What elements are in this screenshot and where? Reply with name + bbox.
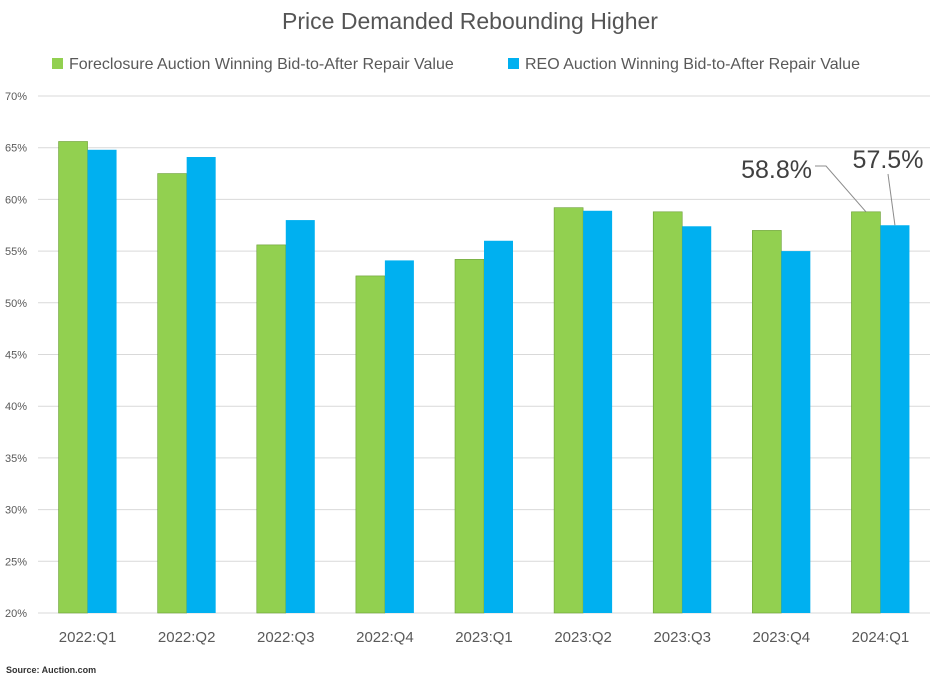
legend: Foreclosure Auction Winning Bid-to-After… xyxy=(52,56,860,73)
annotations: 58.8% 57.5% xyxy=(741,146,924,226)
annotation-leader-line xyxy=(815,165,867,213)
bar-foreclosure-2022-q1 xyxy=(58,141,88,614)
bar-foreclosure-2022-q4 xyxy=(355,275,386,614)
y-tick-label: 70% xyxy=(5,91,27,103)
bar-reo-2023-q3 xyxy=(682,226,712,613)
bar-foreclosure-2022-q3 xyxy=(256,244,287,614)
y-tick-label: 25% xyxy=(5,556,27,568)
x-axis-ticks: 2022:Q1 2022:Q2 2022:Q3 2022:Q4 2023:Q1 2023:… xyxy=(59,629,909,646)
data-label-annotation: 57.5% xyxy=(853,146,924,174)
legend-label: Foreclosure Auction Winning Bid-to-After… xyxy=(69,56,454,73)
legend-swatch xyxy=(52,58,63,69)
data-label-annotation: 58.8% xyxy=(741,156,812,184)
x-tick-label: 2022:Q3 xyxy=(257,629,315,646)
y-axis-ticks: 20% 25% 30% 35% 40% 45% 50% 55% 60% 65% 70% xyxy=(5,91,27,620)
y-tick-label: 30% xyxy=(5,505,27,517)
y-tick-label: 65% xyxy=(5,143,27,155)
bar-foreclosure-2023-q3 xyxy=(652,211,683,614)
y-tick-label: 50% xyxy=(5,298,27,310)
bar-reo-2023-q4 xyxy=(781,251,811,613)
legend-label: REO Auction Winning Bid-to-After Repair … xyxy=(525,56,860,73)
bars xyxy=(58,141,910,614)
bar-reo-2024-q1 xyxy=(880,225,910,613)
bar-foreclosure-2023-q2 xyxy=(553,207,584,614)
x-tick-label: 2022:Q2 xyxy=(158,629,216,646)
y-tick-label: 40% xyxy=(5,401,27,413)
y-tick-label: 45% xyxy=(5,350,27,362)
bar-reo-2023-q1 xyxy=(484,240,513,613)
annotation-leader-line xyxy=(887,173,896,226)
x-tick-label: 2022:Q1 xyxy=(59,629,117,646)
bar-reo-2022-q3 xyxy=(285,220,315,613)
x-tick-label: 2024:Q1 xyxy=(852,629,910,646)
x-tick-label: 2023:Q1 xyxy=(455,629,513,646)
bar-reo-2022-q2 xyxy=(186,157,216,614)
x-tick-label: 2023:Q3 xyxy=(653,629,711,646)
x-tick-label: 2023:Q4 xyxy=(753,629,811,646)
bar-reo-2022-q1 xyxy=(87,149,117,613)
x-tick-label: 2023:Q2 xyxy=(554,629,612,646)
y-tick-label: 35% xyxy=(5,453,27,465)
y-tick-label: 20% xyxy=(5,608,27,620)
y-tick-label: 60% xyxy=(5,194,27,206)
bar-foreclosure-2022-q2 xyxy=(157,173,187,614)
bar-reo-2022-q4 xyxy=(384,260,414,613)
y-tick-label: 55% xyxy=(5,246,27,258)
bar-foreclosure-2023-q1 xyxy=(454,259,485,614)
legend-swatch xyxy=(508,58,519,69)
bar-reo-2023-q2 xyxy=(583,210,613,614)
source-note: Source: Auction.com xyxy=(6,665,97,675)
bar-foreclosure-2023-q4 xyxy=(752,230,782,614)
x-tick-label: 2022:Q4 xyxy=(356,629,414,646)
chart-title: Price Demanded Rebounding Higher xyxy=(282,8,658,34)
bar-foreclosure-2024-q1 xyxy=(851,211,881,614)
